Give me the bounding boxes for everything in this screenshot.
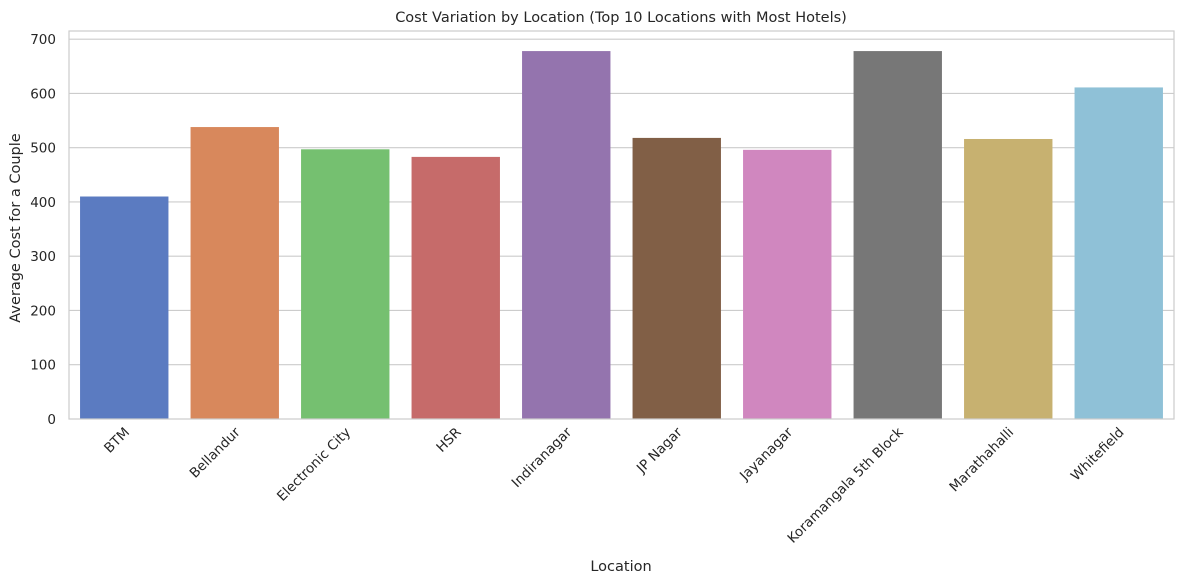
chart-title: Cost Variation by Location (Top 10 Locat…: [395, 10, 847, 26]
bar-koramangala-5th-block: [853, 51, 942, 420]
y-tick-labels: 0 100 200 300 400 500 600 700: [30, 32, 56, 428]
bar-marathahalli: [964, 138, 1053, 419]
bar-jp-nagar: [632, 137, 721, 419]
bar-jayanagar: [743, 149, 832, 419]
bar-whitefield: [1074, 87, 1163, 419]
x-tick-label: HSR: [433, 425, 464, 456]
y-tick-label: 700: [30, 32, 56, 48]
y-tick-label: 200: [30, 303, 56, 319]
x-tick-label: JP Nagar: [633, 424, 686, 477]
x-tick-labels: BTM Bellandur Electronic City HSR Indiranaga…: [101, 424, 1127, 546]
bar-electronic-city: [301, 149, 390, 419]
y-tick-label: 300: [30, 249, 56, 265]
bar-hsr: [411, 156, 500, 420]
y-tick-label: 600: [30, 86, 56, 102]
plot-frame: [68, 30, 1175, 420]
bars: [80, 51, 1163, 420]
x-tick-label: Electronic City: [274, 425, 354, 505]
x-tick-label: BTM: [101, 425, 133, 457]
y-tick-label: 500: [30, 141, 56, 157]
y-tick-label: 100: [30, 358, 56, 374]
x-tick-label: Marathahalli: [946, 425, 1017, 496]
bar-btm: [80, 196, 169, 419]
bar-bellandur: [190, 127, 279, 419]
x-tick-label: Indiranagar: [509, 424, 576, 491]
y-tick-label: 0: [47, 412, 56, 428]
x-tick-label: Whitefield: [1068, 425, 1128, 485]
y-tick-label: 400: [30, 195, 56, 211]
y-axis-label: Average Cost for a Couple: [8, 133, 24, 322]
x-axis-label: Location: [590, 559, 651, 575]
x-tick-label: Jayanagar: [736, 424, 796, 484]
x-tick-label: Bellandur: [187, 424, 244, 481]
bar-indiranagar: [522, 51, 611, 420]
x-tick-label: Koramangala 5th Block: [784, 424, 906, 546]
